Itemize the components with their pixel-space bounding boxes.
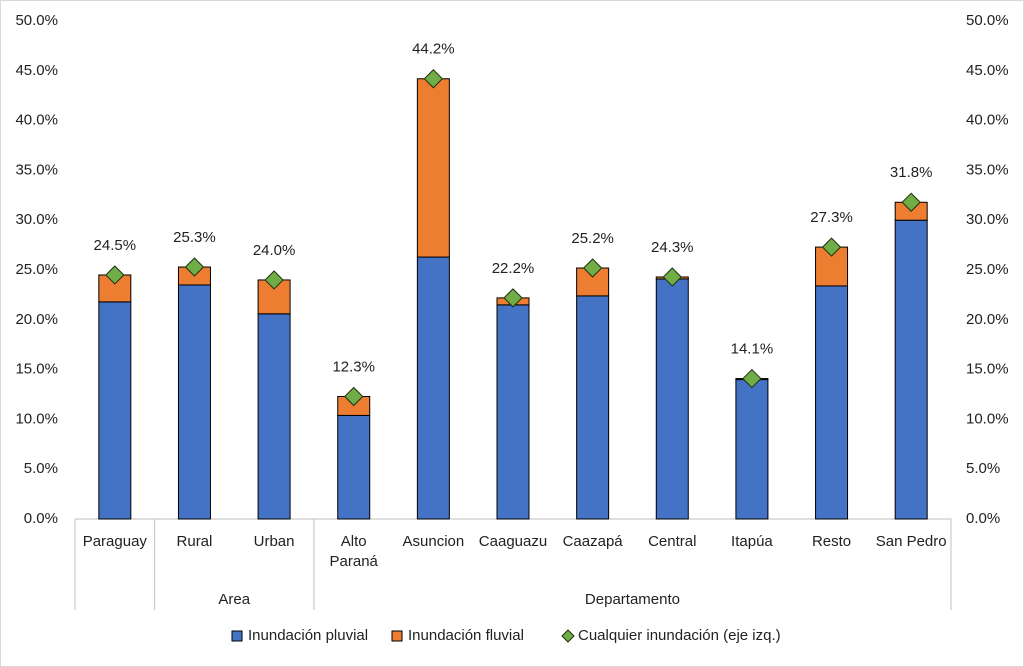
bar-segment xyxy=(337,414,371,520)
bar-segment xyxy=(257,313,291,520)
x-tick-label: Asuncion xyxy=(402,533,465,550)
bar-segment xyxy=(735,379,769,520)
x-tick-label: Caazapá xyxy=(562,533,623,550)
marker xyxy=(344,386,364,407)
marker xyxy=(662,267,682,287)
y2-tick-label: 35.0% xyxy=(966,161,1009,178)
legend-swatch xyxy=(391,630,403,642)
y-tick-label: 20.0% xyxy=(15,311,58,328)
bar-segment xyxy=(655,278,689,520)
bar-segment xyxy=(177,284,211,520)
y2-tick-label: 0.0% xyxy=(966,510,1000,527)
y2-tick-label: 45.0% xyxy=(966,62,1009,79)
y2-tick-label: 50.0% xyxy=(966,12,1009,29)
y2-tick-label: 15.0% xyxy=(966,361,1009,378)
marker xyxy=(264,270,284,290)
data-label: 12.3% xyxy=(332,358,375,375)
bar-segment xyxy=(894,219,928,520)
bar-segment xyxy=(98,301,132,520)
marker xyxy=(742,368,762,389)
x-tick-label: Resto xyxy=(811,533,852,550)
x-tick-label: Central xyxy=(648,533,697,550)
marker xyxy=(105,265,125,285)
marker xyxy=(821,237,842,257)
x-tick-label: Urban xyxy=(253,533,295,550)
y2-tick-label: 20.0% xyxy=(966,311,1009,328)
y2-tick-label: 40.0% xyxy=(966,112,1009,129)
y2-tick-label: 5.0% xyxy=(966,460,1000,477)
bar-segment xyxy=(496,304,530,520)
data-label: 44.2% xyxy=(412,41,455,58)
y-tick-label: 50.0% xyxy=(15,12,58,29)
y-tick-label: 10.0% xyxy=(15,410,58,427)
y-tick-label: 30.0% xyxy=(15,211,58,228)
marker xyxy=(901,192,921,212)
group-label: Area xyxy=(218,591,250,608)
marker xyxy=(582,258,603,278)
y-tick-label: 35.0% xyxy=(15,161,58,178)
data-label: 24.3% xyxy=(651,239,694,256)
data-label: 22.2% xyxy=(492,260,535,277)
x-tick-label: Caaguazu xyxy=(478,533,548,550)
data-label: 14.1% xyxy=(731,341,774,358)
marker xyxy=(423,69,444,89)
legend-swatch xyxy=(231,630,243,642)
y-tick-label: 25.0% xyxy=(15,261,58,278)
x-tick-label: Itapúa xyxy=(731,533,773,550)
y-tick-label: 15.0% xyxy=(15,361,58,378)
x-tick-label: San Pedro xyxy=(875,533,947,550)
group-label: Departamento xyxy=(585,591,680,608)
data-label: 24.5% xyxy=(94,237,137,254)
bar-segment xyxy=(815,285,849,520)
x-tick-label: Rural xyxy=(176,533,213,550)
y-tick-label: 5.0% xyxy=(24,460,58,477)
data-label: 31.8% xyxy=(890,164,933,181)
y2-tick-label: 25.0% xyxy=(966,261,1009,278)
legend-label: Inundación fluvial xyxy=(408,627,524,644)
data-label: 25.2% xyxy=(571,230,614,247)
marker xyxy=(503,288,523,308)
data-label: 25.3% xyxy=(173,229,216,246)
y-tick-label: 45.0% xyxy=(15,62,58,79)
legend-marker xyxy=(561,629,575,643)
x-tick-label: Alto Paraná xyxy=(329,533,378,570)
y2-tick-label: 30.0% xyxy=(966,211,1009,228)
legend-label: Cualquier inundación (eje izq.) xyxy=(578,627,781,644)
x-tick-label: Paraguay xyxy=(82,533,147,550)
data-label: 24.0% xyxy=(253,242,296,259)
y2-tick-label: 10.0% xyxy=(966,410,1009,427)
y-tick-label: 40.0% xyxy=(15,112,58,129)
bar-segment xyxy=(576,295,610,520)
marker xyxy=(184,257,205,277)
bar-segment xyxy=(416,78,450,258)
legend-label: Inundación pluvial xyxy=(248,627,368,644)
y-tick-label: 0.0% xyxy=(24,510,58,527)
data-label: 27.3% xyxy=(810,209,853,226)
bar-segment xyxy=(416,256,450,520)
